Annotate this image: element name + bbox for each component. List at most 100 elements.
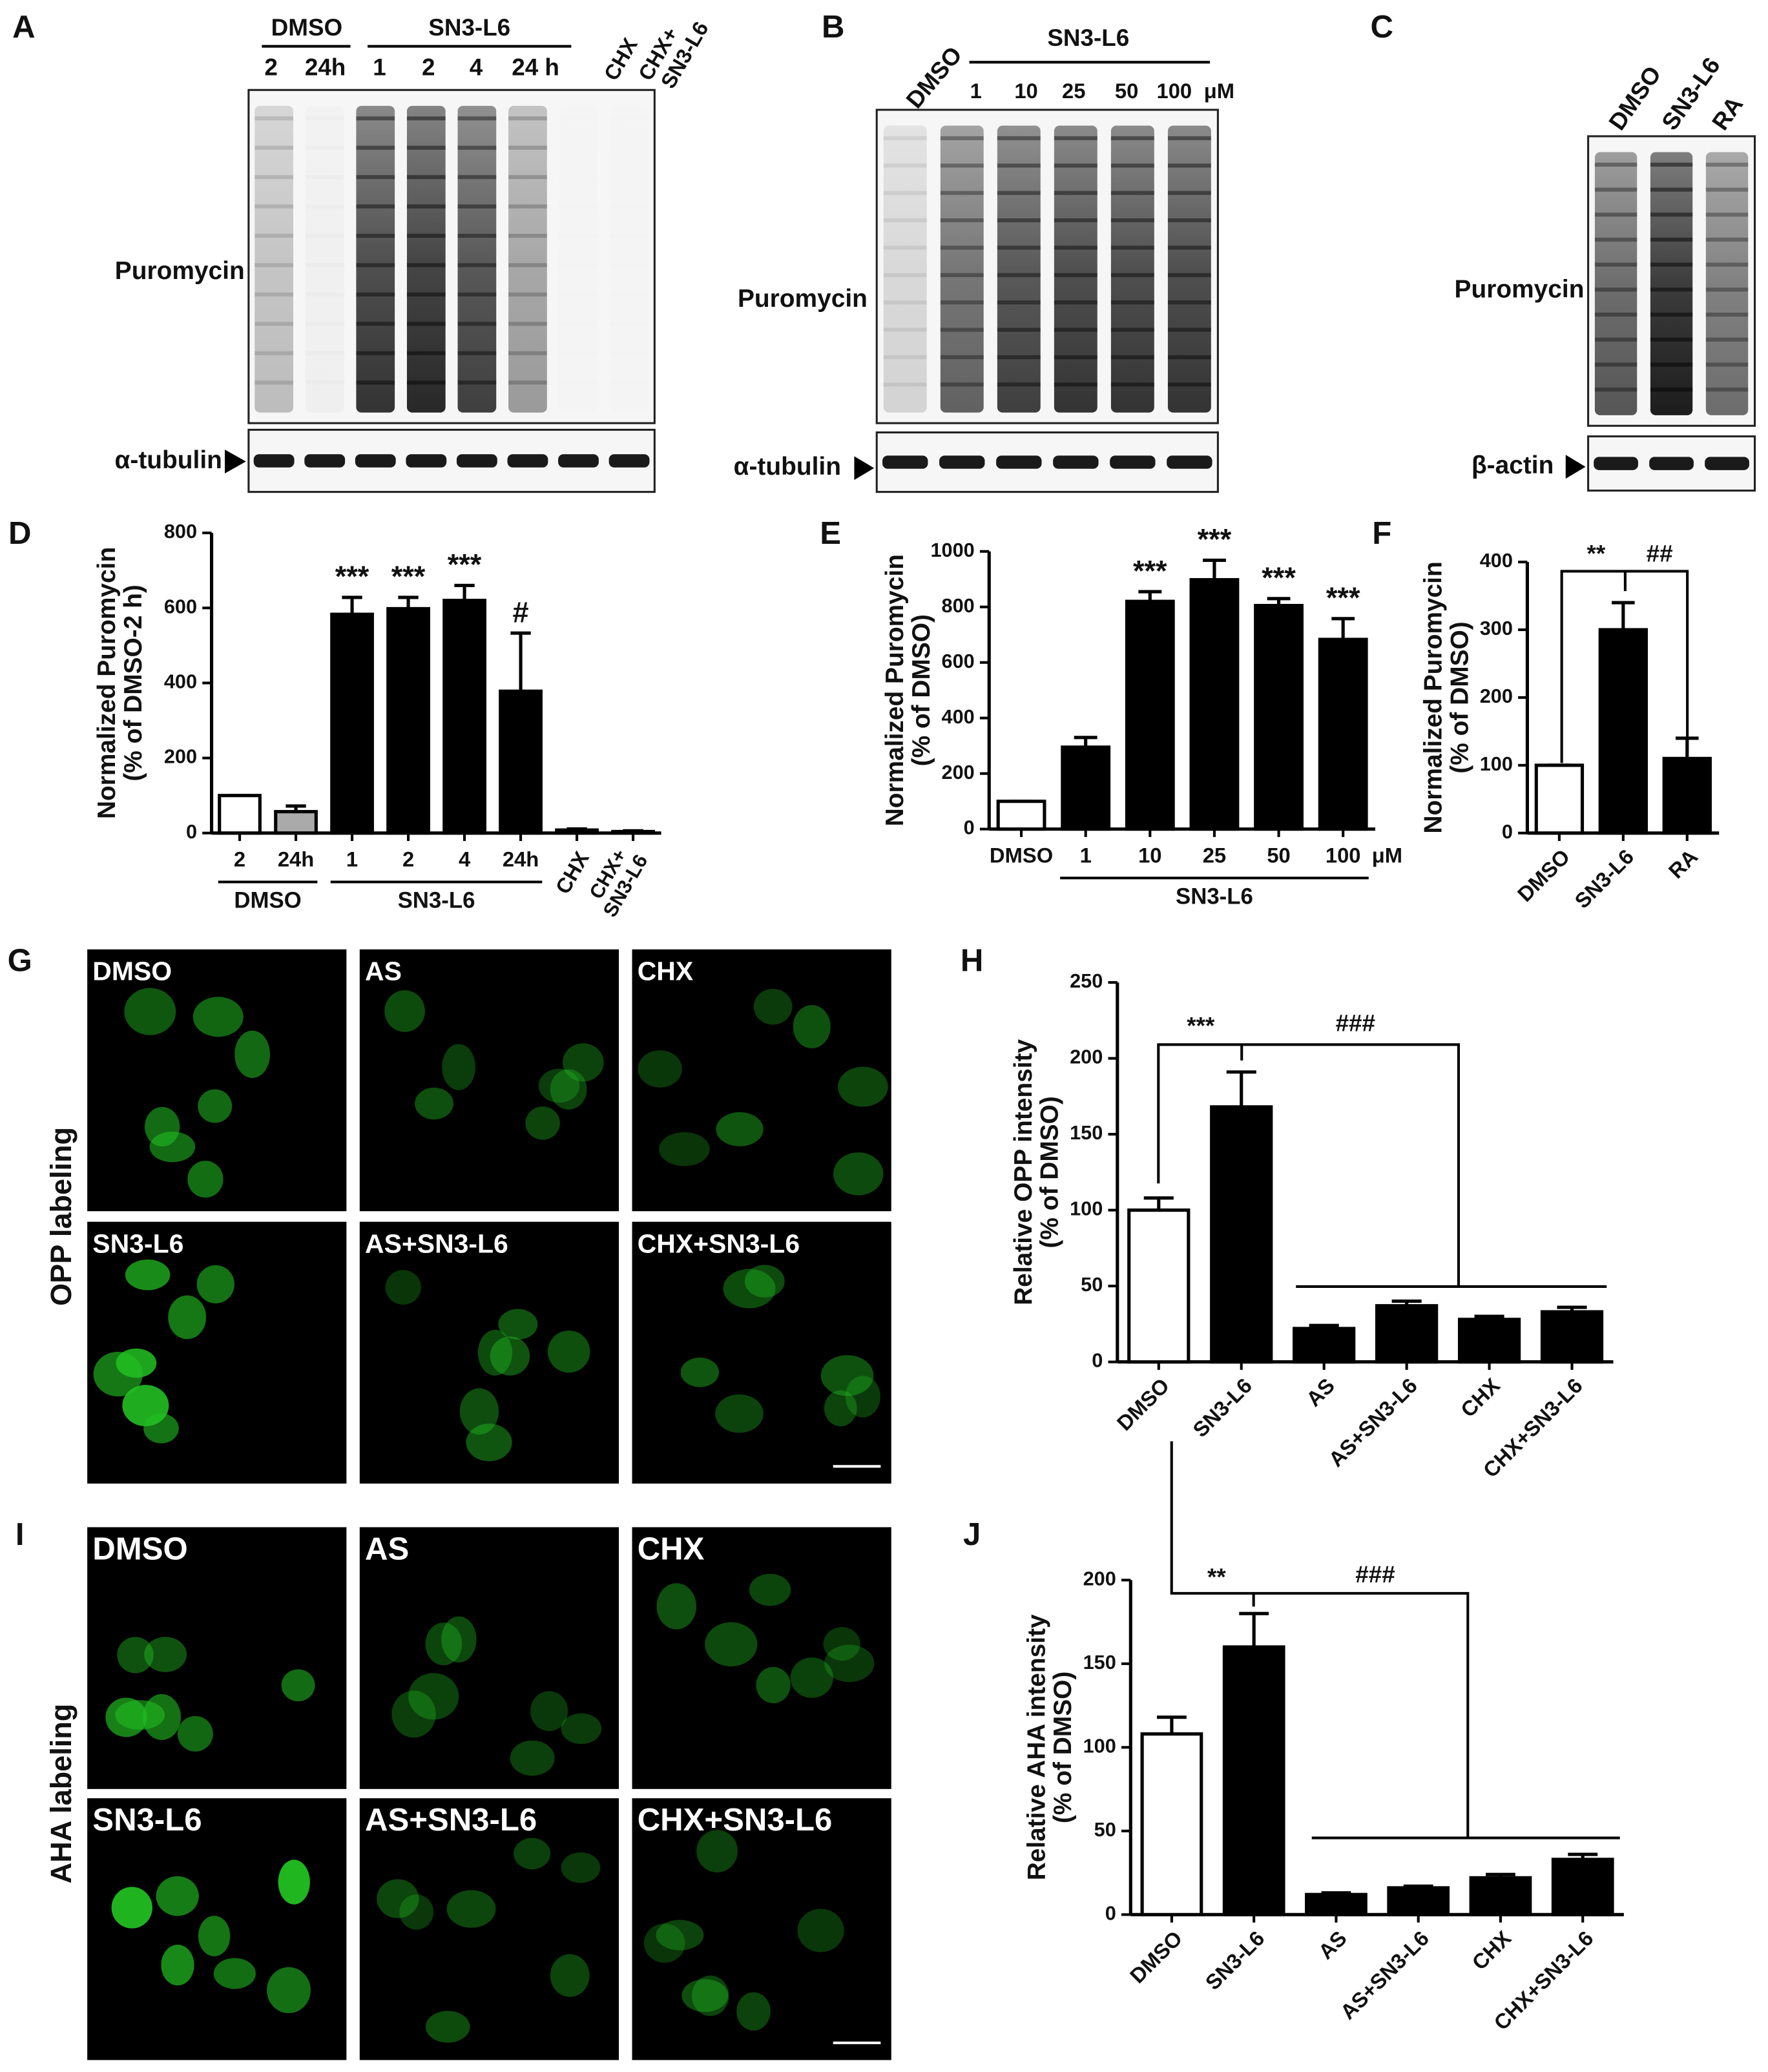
band [1594,287,1638,292]
cell [490,1336,530,1376]
band [997,163,1041,168]
band [1650,388,1693,392]
x-tick-label: 10 [1138,843,1161,867]
condition-label: AS+SN3-L6 [365,1228,508,1258]
band [610,234,649,238]
band [608,454,650,468]
condition-label: CHX [638,1531,705,1566]
band [457,380,497,385]
x-tick-label: AS+SN3-L6 [1335,1926,1433,2024]
cell [659,1132,710,1166]
label: CHX [599,34,642,85]
group-label: SN3-L6 [398,887,475,913]
band [940,355,984,360]
band [406,322,446,326]
band [883,355,927,360]
cell [384,990,425,1032]
cell [446,1890,496,1928]
label: Puromycin [1455,276,1585,304]
band [508,204,547,209]
bar [1598,628,1648,835]
band [1650,212,1693,217]
y-tick-label: 50 [1094,1818,1116,1841]
x-tick-label: SN3-L6 [1201,1926,1269,1994]
band [255,204,293,209]
bar [1210,1105,1273,1364]
band [356,234,395,238]
band [406,145,446,150]
lane-smear [1650,152,1693,415]
band [406,263,446,267]
band [1705,457,1749,470]
y-tick-label: 800 [942,594,975,617]
band [406,454,447,468]
band [1594,362,1638,367]
panel-letter: J [963,1517,981,1552]
label: RA [1707,92,1748,135]
panel-letter: A [12,10,35,45]
cell [561,1852,601,1883]
lane-smear [1705,152,1749,415]
lane-smear [406,105,446,413]
arrowhead [225,450,246,473]
label: 2 [422,54,435,80]
band [253,454,295,468]
cell [385,1270,421,1305]
band [559,116,598,120]
cell [477,1329,512,1376]
condition-label: CHX+SN3-L6 [638,1803,833,1838]
y-tick-label: 600 [164,595,197,617]
band [610,175,649,179]
band [1705,262,1749,267]
micrograph [359,949,619,1212]
band [1054,327,1097,332]
band [306,380,344,384]
band [255,116,293,121]
bar [1305,1892,1368,1916]
x-tick-label: RA [1664,844,1703,883]
significance: *** [1198,523,1232,556]
significance: ### [1355,1561,1395,1588]
cell [466,1424,512,1462]
blot-tubulin [875,431,1219,493]
y-tick-label: 200 [164,745,197,768]
band [406,234,446,238]
band [559,322,598,326]
band [1650,287,1693,292]
x-tick-label: 4 [459,847,471,871]
band [356,145,395,150]
band [356,322,395,326]
band [997,245,1041,250]
band [610,116,649,120]
band [1705,187,1749,192]
bar [1222,1645,1285,1916]
lane-smear [940,125,984,413]
band [1167,273,1211,277]
cell [281,1669,315,1702]
cell [525,1106,560,1140]
panel-letter: I [16,1517,25,1552]
band [883,273,927,277]
band [1167,327,1211,332]
band [1054,191,1097,195]
significance: *** [1326,581,1360,614]
cell [514,1838,551,1870]
band [356,292,395,297]
band [1650,262,1693,267]
cell [111,1887,152,1929]
band [508,234,547,238]
band [457,263,497,267]
cell [736,1992,771,2031]
cell [144,1637,187,1672]
significance: *** [391,560,426,593]
band [559,380,598,384]
bar [555,828,599,835]
band [356,263,395,267]
label: 24 h [512,54,559,80]
label: 10 [1014,79,1037,103]
micrograph [359,1798,619,2060]
band [356,116,395,121]
significance: ### [1336,1010,1375,1036]
x-tick-label: 2 [402,847,414,871]
